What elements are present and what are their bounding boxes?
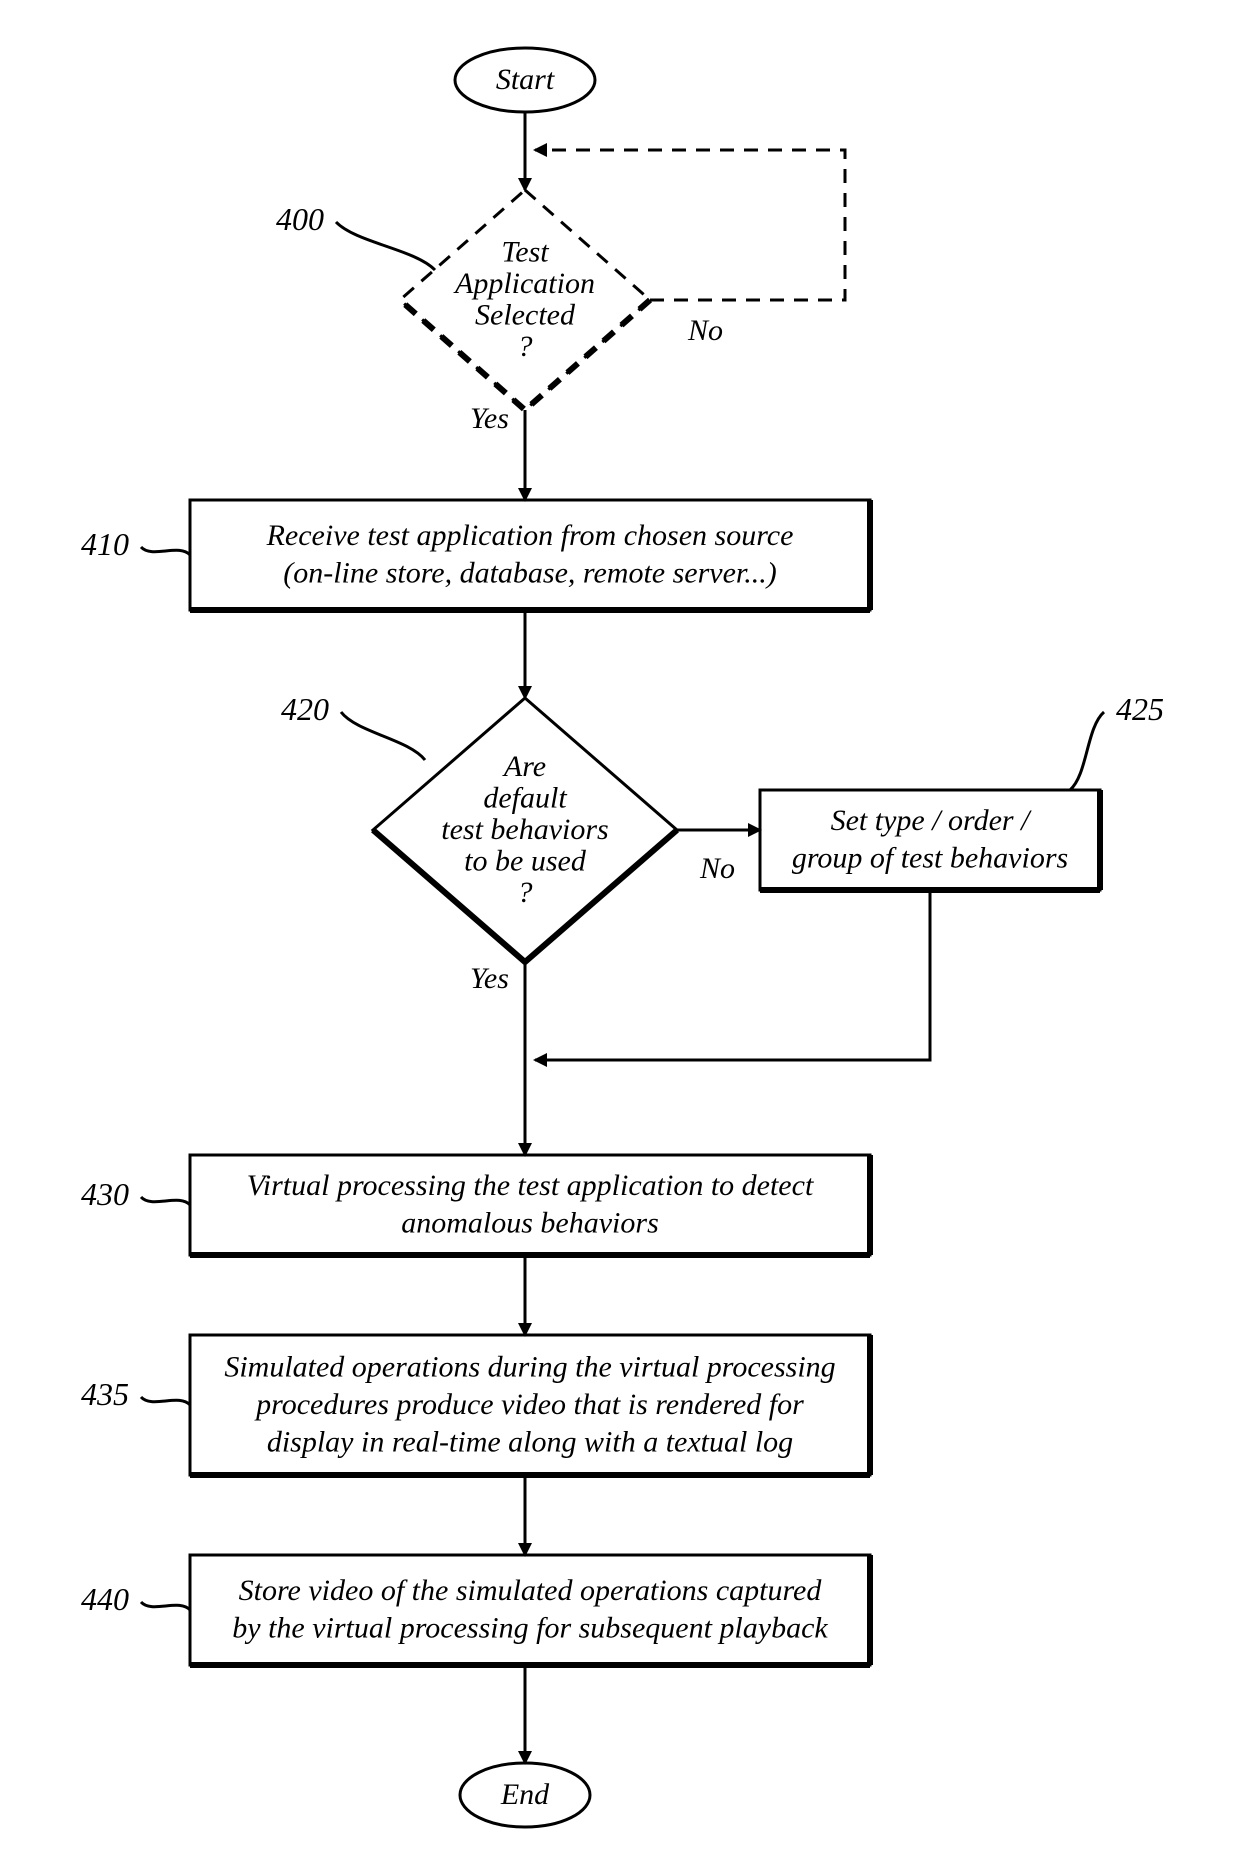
flow-edge <box>535 890 930 1060</box>
branch-label-yes2: Yes <box>470 962 509 995</box>
decision-420-line-4: ? <box>518 876 533 909</box>
process-435-line-1: procedures produce video that is rendere… <box>254 1388 804 1421</box>
process-435-line-2: display in real-time along with a textua… <box>267 1425 793 1458</box>
ref-tail-r420 <box>341 712 425 760</box>
process-435-line-0: Simulated operations during the virtual … <box>224 1350 835 1383</box>
decision-420-line-3: to be used <box>464 844 587 877</box>
ref-r410: 410 <box>81 526 129 562</box>
process-410-line-1: (on-line store, database, remote server.… <box>283 557 777 590</box>
branch-label-no2: No <box>699 852 735 885</box>
decision-400-line-2: Selected <box>475 299 576 332</box>
decision-420-line-1: default <box>483 781 567 814</box>
ref-tail-r410 <box>141 547 190 555</box>
decision-420-line-2: test behaviors <box>441 813 608 846</box>
process-410 <box>190 500 870 610</box>
process-425-line-0: Set type / order / <box>831 804 1033 837</box>
ref-tail-r425 <box>1070 712 1104 790</box>
ref-r420: 420 <box>281 691 329 727</box>
decision-400-line-0: Test <box>501 236 549 269</box>
ref-r430: 430 <box>81 1176 129 1212</box>
process-425-line-1: group of test behaviors <box>792 842 1068 875</box>
ref-tail-r430 <box>141 1197 190 1205</box>
ref-r435: 435 <box>81 1376 129 1412</box>
process-410-line-0: Receive test application from chosen sou… <box>266 519 794 552</box>
process-440-line-1: by the virtual processing for subsequent… <box>232 1612 828 1645</box>
start-terminator-label: Start <box>496 63 555 96</box>
branch-label-no1: No <box>687 314 723 347</box>
decision-400-line-1: Application <box>453 267 595 300</box>
ref-tail-r440 <box>141 1602 190 1610</box>
decision-400-line-3: ? <box>518 330 533 363</box>
branch-label-yes1: Yes <box>470 402 509 435</box>
ref-r425: 425 <box>1116 691 1164 727</box>
ref-tail-r435 <box>141 1397 190 1405</box>
process-430-line-1: anomalous behaviors <box>401 1207 659 1240</box>
ref-r400: 400 <box>276 201 324 237</box>
end-terminator-label: End <box>500 1778 550 1811</box>
ref-tail-r400 <box>336 222 435 270</box>
process-440 <box>190 1555 870 1665</box>
process-430-line-0: Virtual processing the test application … <box>247 1169 814 1202</box>
decision-420-line-0: Are <box>502 750 546 783</box>
process-440-line-0: Store video of the simulated operations … <box>239 1574 823 1607</box>
ref-r440: 440 <box>81 1581 129 1617</box>
